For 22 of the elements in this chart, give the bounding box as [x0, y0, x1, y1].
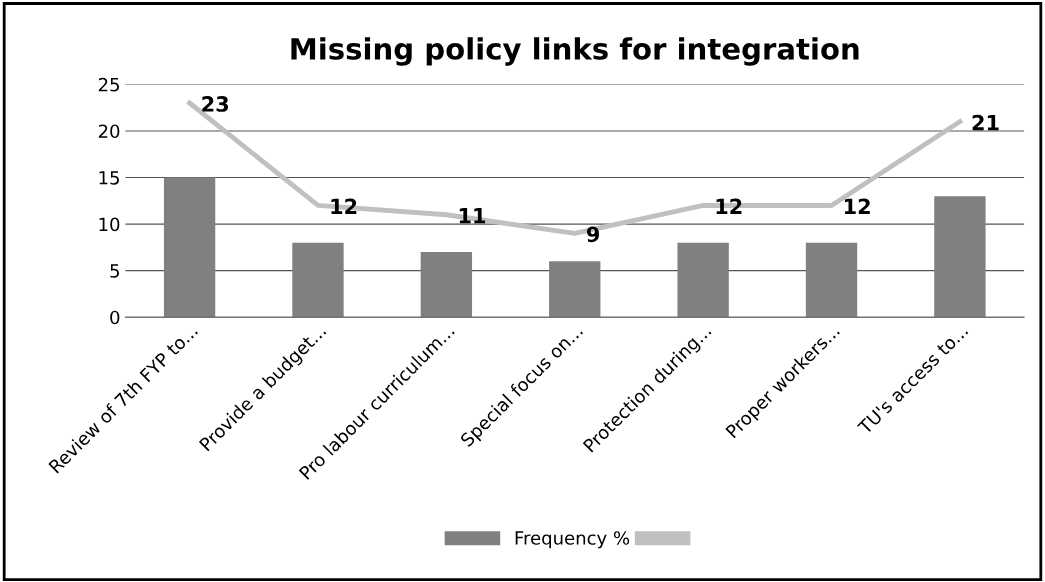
bar	[677, 242, 729, 318]
data-label: 11	[459, 208, 486, 224]
bar	[420, 252, 473, 318]
legend-label: Frequency %	[515, 531, 630, 549]
data-label: 21	[972, 114, 999, 131]
bar	[292, 242, 344, 318]
y-tick-label: 25	[98, 77, 119, 92]
y-tick-label: 15	[99, 171, 119, 185]
data-label: 23	[202, 96, 229, 112]
data-label: 12	[844, 198, 870, 214]
data-label: 12	[716, 198, 742, 214]
bar	[549, 261, 601, 318]
y-tick-label: 5	[110, 264, 119, 278]
bar	[805, 242, 858, 318]
data-label: 12	[331, 198, 357, 214]
bar	[934, 196, 986, 318]
y-tick-label: 0	[110, 310, 120, 325]
chart-title: Missing policy links for integration	[291, 37, 859, 66]
bar	[163, 177, 216, 318]
y-tick-label: 10	[99, 217, 120, 232]
data-label: 9	[586, 226, 600, 243]
y-tick-label: 20	[98, 124, 120, 139]
